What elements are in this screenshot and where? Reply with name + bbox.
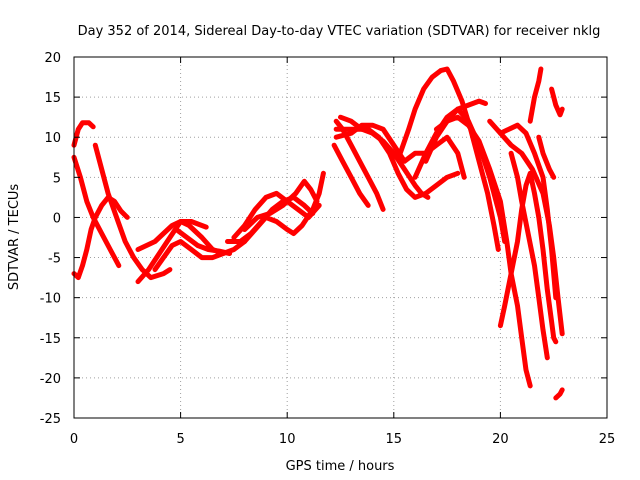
series-arc27 [536, 134, 557, 180]
y-tick-label: 15 [44, 91, 61, 106]
y-tick-label: 10 [44, 131, 61, 146]
x-tick-label: 25 [599, 432, 616, 447]
series-arc20 [423, 98, 488, 164]
series-arc21 [433, 114, 533, 389]
series-arc24 [497, 122, 559, 301]
series-arc23 [497, 170, 559, 345]
chart-title: Day 352 of 2014, Sidereal Day-to-day VTE… [78, 24, 601, 39]
series-arc17 [333, 122, 467, 180]
y-axis-label: SDTVAR / TECUs [7, 184, 22, 291]
series-arc12 [242, 178, 320, 232]
series-arc29 [553, 387, 565, 401]
y-tick-label: 5 [53, 171, 61, 186]
series-arc28 [549, 86, 565, 118]
series-arc14 [331, 142, 371, 208]
x-tick-label: 15 [386, 432, 403, 447]
data-series [71, 66, 565, 401]
series-arc26 [527, 66, 544, 124]
series-arc10 [231, 190, 322, 240]
series-arc2 [71, 120, 96, 148]
x-tick-label: 10 [279, 432, 296, 447]
x-tick-label: 0 [70, 432, 78, 447]
y-tick-label: -25 [40, 412, 61, 427]
y-tick-label: 0 [53, 211, 61, 226]
x-tick-label: 5 [176, 432, 184, 447]
series-arc18 [397, 66, 501, 252]
y-tick-label: 20 [44, 51, 61, 66]
plot-frame [73, 56, 608, 419]
x-axis-label: GPS time / hours [286, 459, 395, 474]
series-arc25 [508, 150, 550, 361]
y-tick-label: -20 [40, 372, 61, 387]
series-arc3 [71, 194, 130, 281]
series-arc7 [152, 239, 226, 273]
y-tick-label: -10 [40, 292, 61, 307]
x-tick-label: 20 [492, 432, 509, 447]
y-tick-label: -15 [40, 332, 61, 347]
y-tick-label: -5 [48, 252, 61, 267]
series-arc8 [173, 227, 233, 256]
axis-ticks: 0 5 10 15 20 25 -25 -20 -15 -10 -5 0 5 10 15 20 [40, 51, 616, 447]
series-arc4 [92, 142, 173, 281]
